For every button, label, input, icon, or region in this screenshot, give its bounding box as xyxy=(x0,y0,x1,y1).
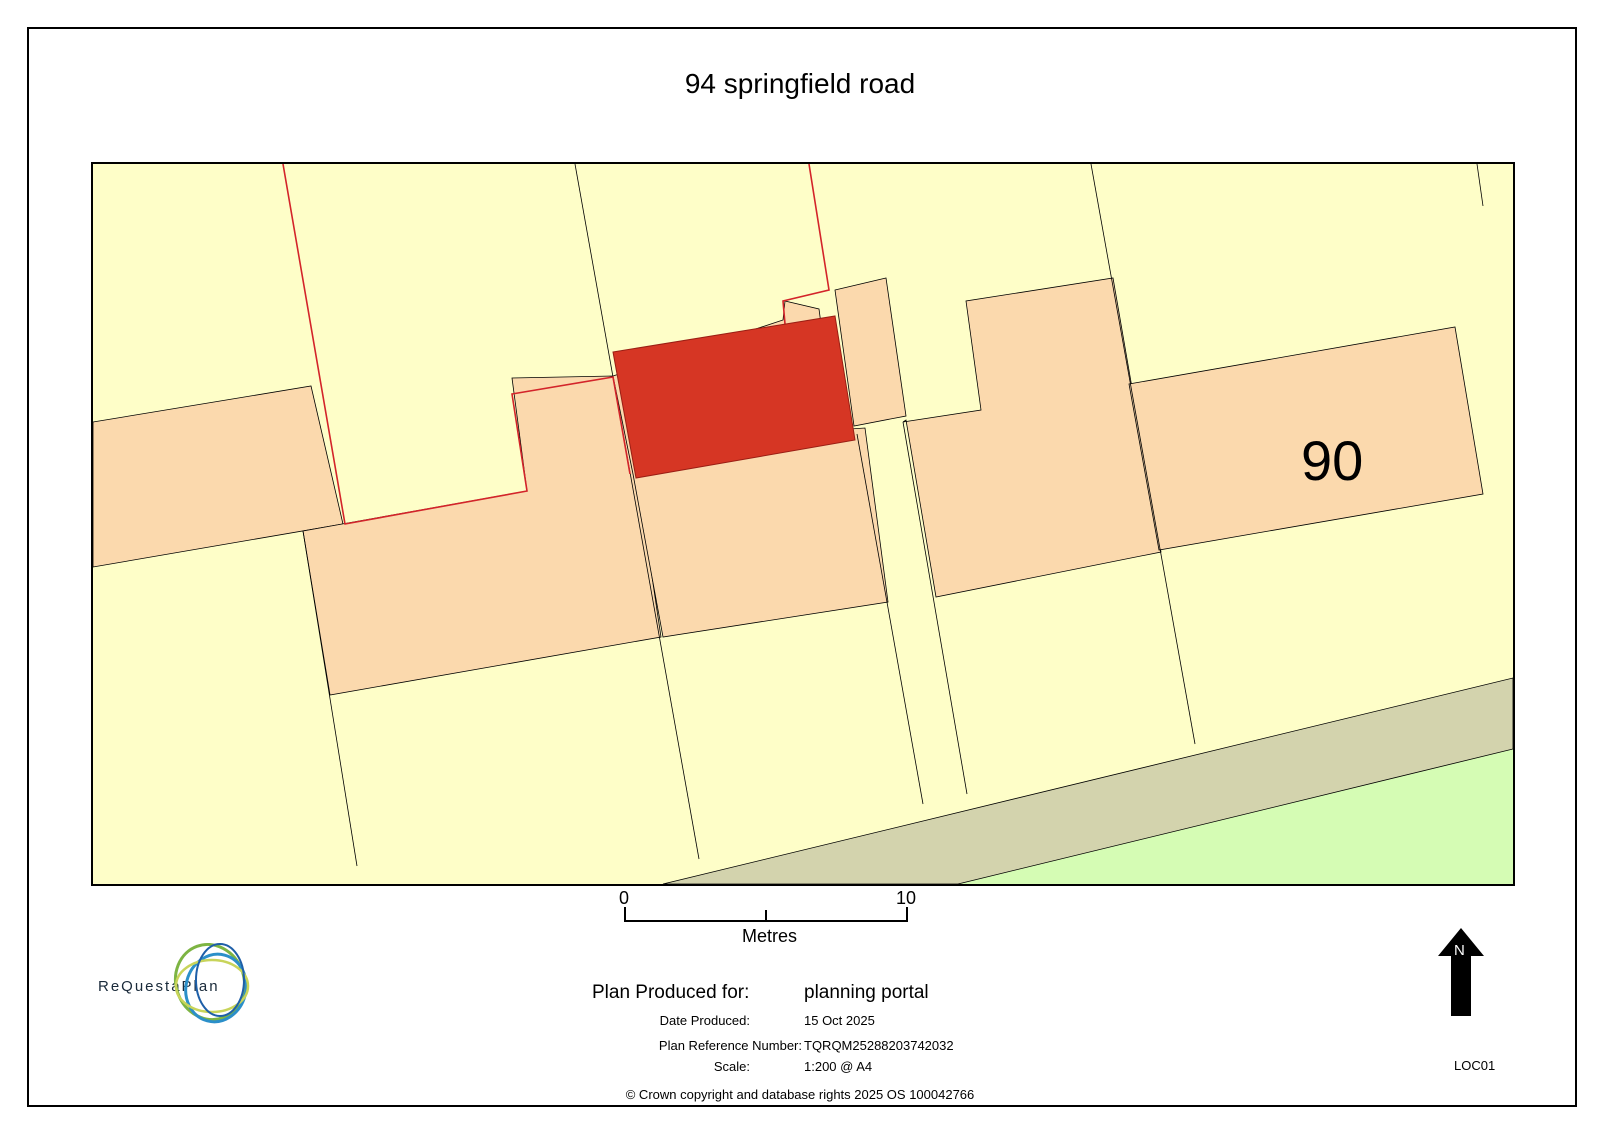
building-extension xyxy=(834,277,907,427)
scale-end-label: 10 xyxy=(896,888,917,908)
house-number-label: 90 xyxy=(1301,429,1364,492)
north-label: N xyxy=(1454,942,1465,959)
site-highlight[interactable] xyxy=(612,315,856,479)
site-boundary xyxy=(782,164,830,325)
date-value: 15 Oct 2025 xyxy=(804,1013,875,1028)
boundary-line xyxy=(1090,164,1196,745)
building-90 xyxy=(1128,326,1484,551)
scale-bar: 0 10 Metres xyxy=(619,888,922,948)
location-code: LOC01 xyxy=(1454,1058,1496,1073)
site-boundary xyxy=(282,164,631,525)
north-arrow: N xyxy=(1438,928,1484,1018)
reference-value: TQRQM25288203742032 xyxy=(804,1038,954,1053)
scale-label: Scale: xyxy=(713,1059,750,1074)
scale-start-label: 0 xyxy=(619,888,630,908)
produced-for-value: planning portal xyxy=(804,982,929,1003)
scale-unit: Metres xyxy=(742,926,798,946)
boundary-line xyxy=(856,433,924,805)
map-canvas xyxy=(93,164,1513,884)
page-frame xyxy=(27,27,1577,1107)
boundary-line xyxy=(902,421,968,795)
scale-value: 1:200 @ A4 xyxy=(804,1059,873,1074)
boundary-line xyxy=(574,164,700,860)
logo-rings-icon xyxy=(174,942,250,1024)
copyright-notice: © Crown copyright and database rights 20… xyxy=(625,1087,975,1102)
boundary-line xyxy=(302,530,358,867)
scale-line xyxy=(624,907,908,922)
north-arrow-icon xyxy=(1438,928,1484,1016)
map-view[interactable]: 90 xyxy=(91,162,1515,886)
road-area xyxy=(662,677,1513,884)
building-92 xyxy=(902,277,1162,598)
plan-title: 94 springfield road xyxy=(684,68,916,99)
date-label: Date Produced: xyxy=(659,1013,750,1028)
requestaplan-logo: ReQuestaPlan xyxy=(96,936,266,1036)
reference-label: Plan Reference Number: xyxy=(658,1038,802,1053)
produced-for-label: Plan Produced for: xyxy=(592,982,750,1003)
boundary-line xyxy=(1476,164,1484,207)
